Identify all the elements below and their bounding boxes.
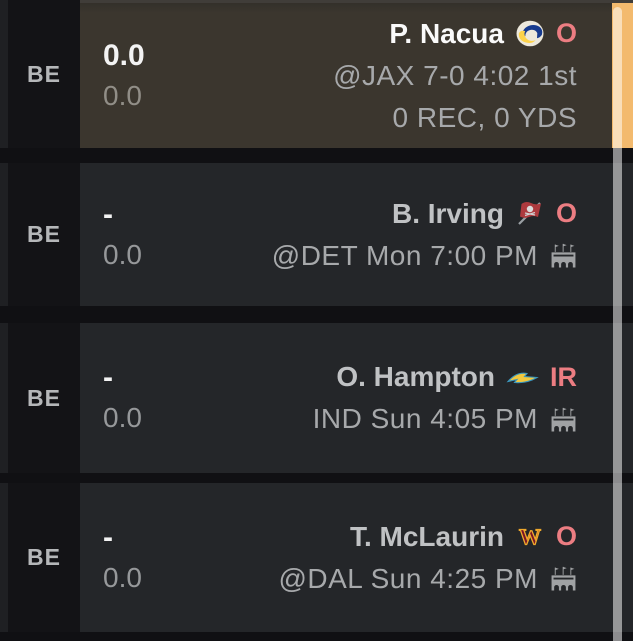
position-slot-bench[interactable]: BE bbox=[8, 323, 80, 473]
svg-text:W: W bbox=[519, 525, 541, 549]
left-edge-strip bbox=[0, 0, 8, 148]
player-row: BE - 0.0 O. Hampton IR IND bbox=[0, 323, 633, 473]
player-card[interactable]: 0.0 0.0 P. Nacua O @JAX 7-0 4:02 bbox=[80, 3, 633, 148]
score-main: - bbox=[103, 197, 113, 231]
score-block: - 0.0 bbox=[103, 195, 142, 275]
rams-logo-icon bbox=[516, 20, 544, 47]
position-slot-bench[interactable]: BE bbox=[8, 0, 80, 148]
player-row: BE - 0.0 T. McLaurin W O @D bbox=[0, 483, 633, 632]
game-info: @DAL Sun 4:25 PM bbox=[278, 558, 577, 600]
status-badge: O bbox=[555, 198, 577, 228]
position-label: BE bbox=[27, 544, 61, 570]
player-card[interactable]: - 0.0 O. Hampton IR IND Sun 4:05 PM bbox=[80, 323, 633, 473]
stadium-icon bbox=[551, 566, 576, 591]
left-edge-strip bbox=[0, 323, 8, 473]
score-projected: 0.0 bbox=[103, 238, 142, 270]
player-card[interactable]: - 0.0 T. McLaurin W O @DAL Sun 4:25 PM bbox=[80, 483, 633, 632]
position-slot-bench[interactable]: BE bbox=[8, 483, 80, 632]
row-gap bbox=[0, 306, 633, 323]
game-info: @JAX 7-0 4:02 1st bbox=[333, 59, 577, 91]
player-info: T. McLaurin W O @DAL Sun 4:25 PM bbox=[278, 516, 577, 600]
game-info: @DET Mon 7:00 PM bbox=[272, 235, 577, 277]
score-main: 0.0 bbox=[103, 38, 145, 72]
stat-line: 0 REC, 0 YDS bbox=[392, 101, 577, 133]
score-projected: 0.0 bbox=[103, 561, 142, 593]
previous-row-sliver bbox=[80, 0, 633, 3]
score-projected: 0.0 bbox=[103, 402, 142, 433]
position-label: BE bbox=[27, 384, 61, 411]
commanders-logo-icon: W bbox=[518, 525, 541, 549]
stadium-icon bbox=[551, 407, 576, 431]
position-label: BE bbox=[27, 60, 61, 87]
game-info: IND Sun 4:05 PM bbox=[313, 398, 577, 440]
status-badge: O bbox=[555, 521, 577, 551]
player-name: B. Irving bbox=[391, 197, 504, 229]
score-block: - 0.0 bbox=[103, 358, 142, 438]
player-name: O. Hampton bbox=[336, 361, 495, 392]
row-gap bbox=[0, 473, 633, 483]
position-slot-bench[interactable]: BE bbox=[8, 163, 80, 306]
left-edge-strip bbox=[0, 483, 8, 632]
score-main: - bbox=[103, 361, 113, 394]
stadium-icon bbox=[551, 243, 576, 268]
player-info: B. Irving O @DET Mon 7:00 PM bbox=[272, 193, 577, 277]
player-card[interactable]: - 0.0 B. Irving O bbox=[80, 163, 633, 306]
status-badge: IR bbox=[550, 361, 577, 392]
score-block: - 0.0 bbox=[103, 518, 142, 598]
position-label: BE bbox=[27, 221, 61, 247]
scrollbar-thumb[interactable] bbox=[613, 7, 622, 641]
player-name: T. McLaurin bbox=[349, 520, 504, 552]
score-block: 0.0 0.0 bbox=[103, 36, 145, 116]
buccaneers-logo-icon bbox=[518, 201, 541, 225]
player-row: BE - 0.0 B. Irving bbox=[0, 163, 633, 306]
player-info: P. Nacua O @JAX 7-0 4:02 1st 0 REC, 0 YD… bbox=[333, 13, 577, 139]
chargers-logo-icon bbox=[506, 372, 539, 383]
player-name: P. Nacua bbox=[389, 17, 504, 49]
row-gap bbox=[0, 148, 633, 163]
status-badge: O bbox=[555, 18, 577, 48]
left-edge-strip bbox=[0, 163, 8, 306]
score-main: - bbox=[103, 520, 113, 554]
player-row: BE 0.0 0.0 P. Nacua bbox=[0, 0, 633, 148]
score-projected: 0.0 bbox=[103, 79, 142, 111]
player-info: O. Hampton IR IND Sun 4:05 PM bbox=[313, 356, 577, 440]
